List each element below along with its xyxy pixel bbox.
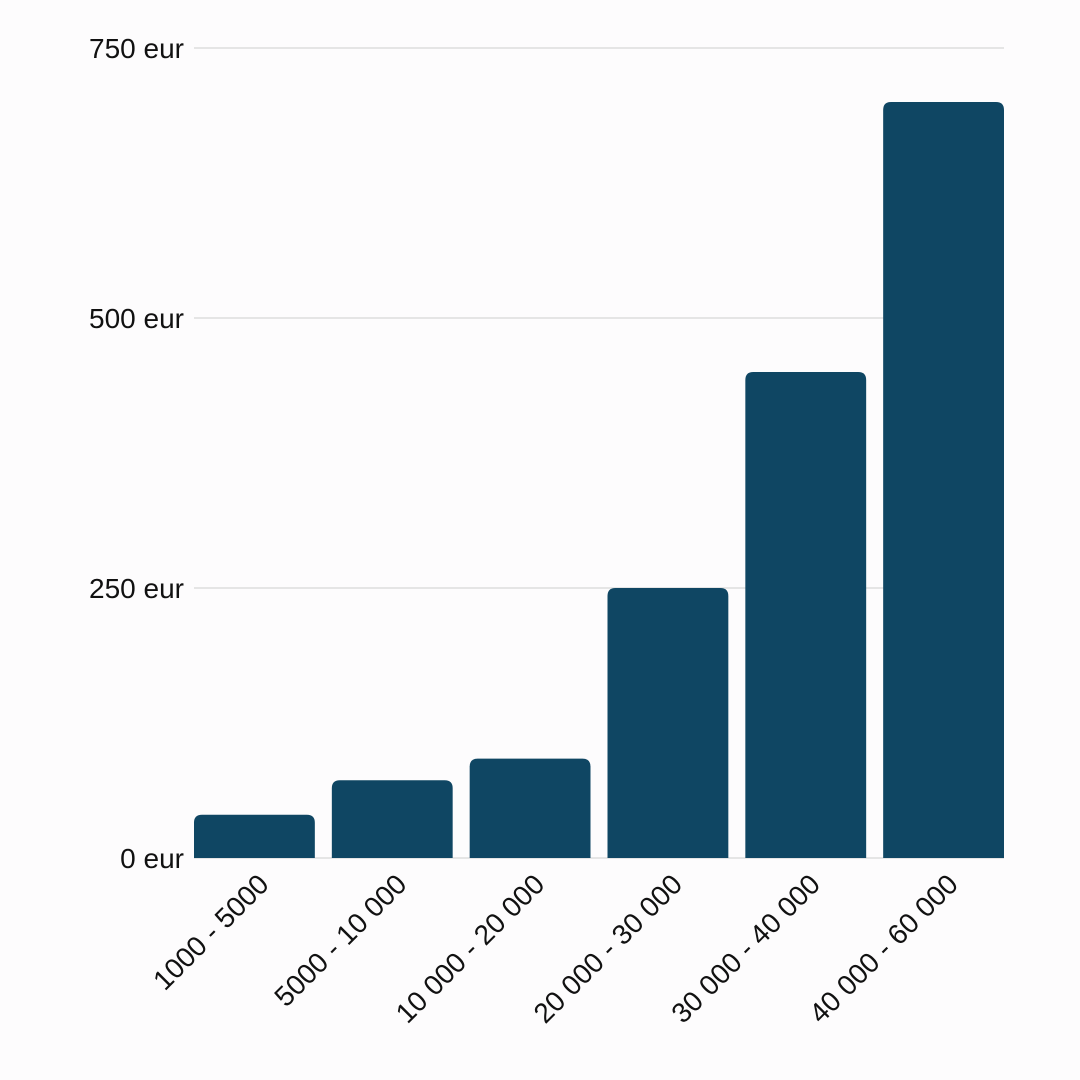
y-axis-tick-labels: 0 eur 250 eur 500 eur 750 eur xyxy=(89,33,184,874)
bar xyxy=(883,102,1004,858)
bar xyxy=(469,758,591,858)
bar xyxy=(607,588,729,858)
gridlines xyxy=(194,47,1004,859)
y-tick-label: 500 eur xyxy=(89,303,184,334)
bar xyxy=(745,372,867,858)
y-tick-label: 250 eur xyxy=(89,573,184,604)
bar xyxy=(194,814,315,858)
y-tick-label: 0 eur xyxy=(120,843,184,874)
bars xyxy=(194,102,1004,858)
bar xyxy=(331,780,453,858)
y-tick-label: 750 eur xyxy=(89,33,184,64)
